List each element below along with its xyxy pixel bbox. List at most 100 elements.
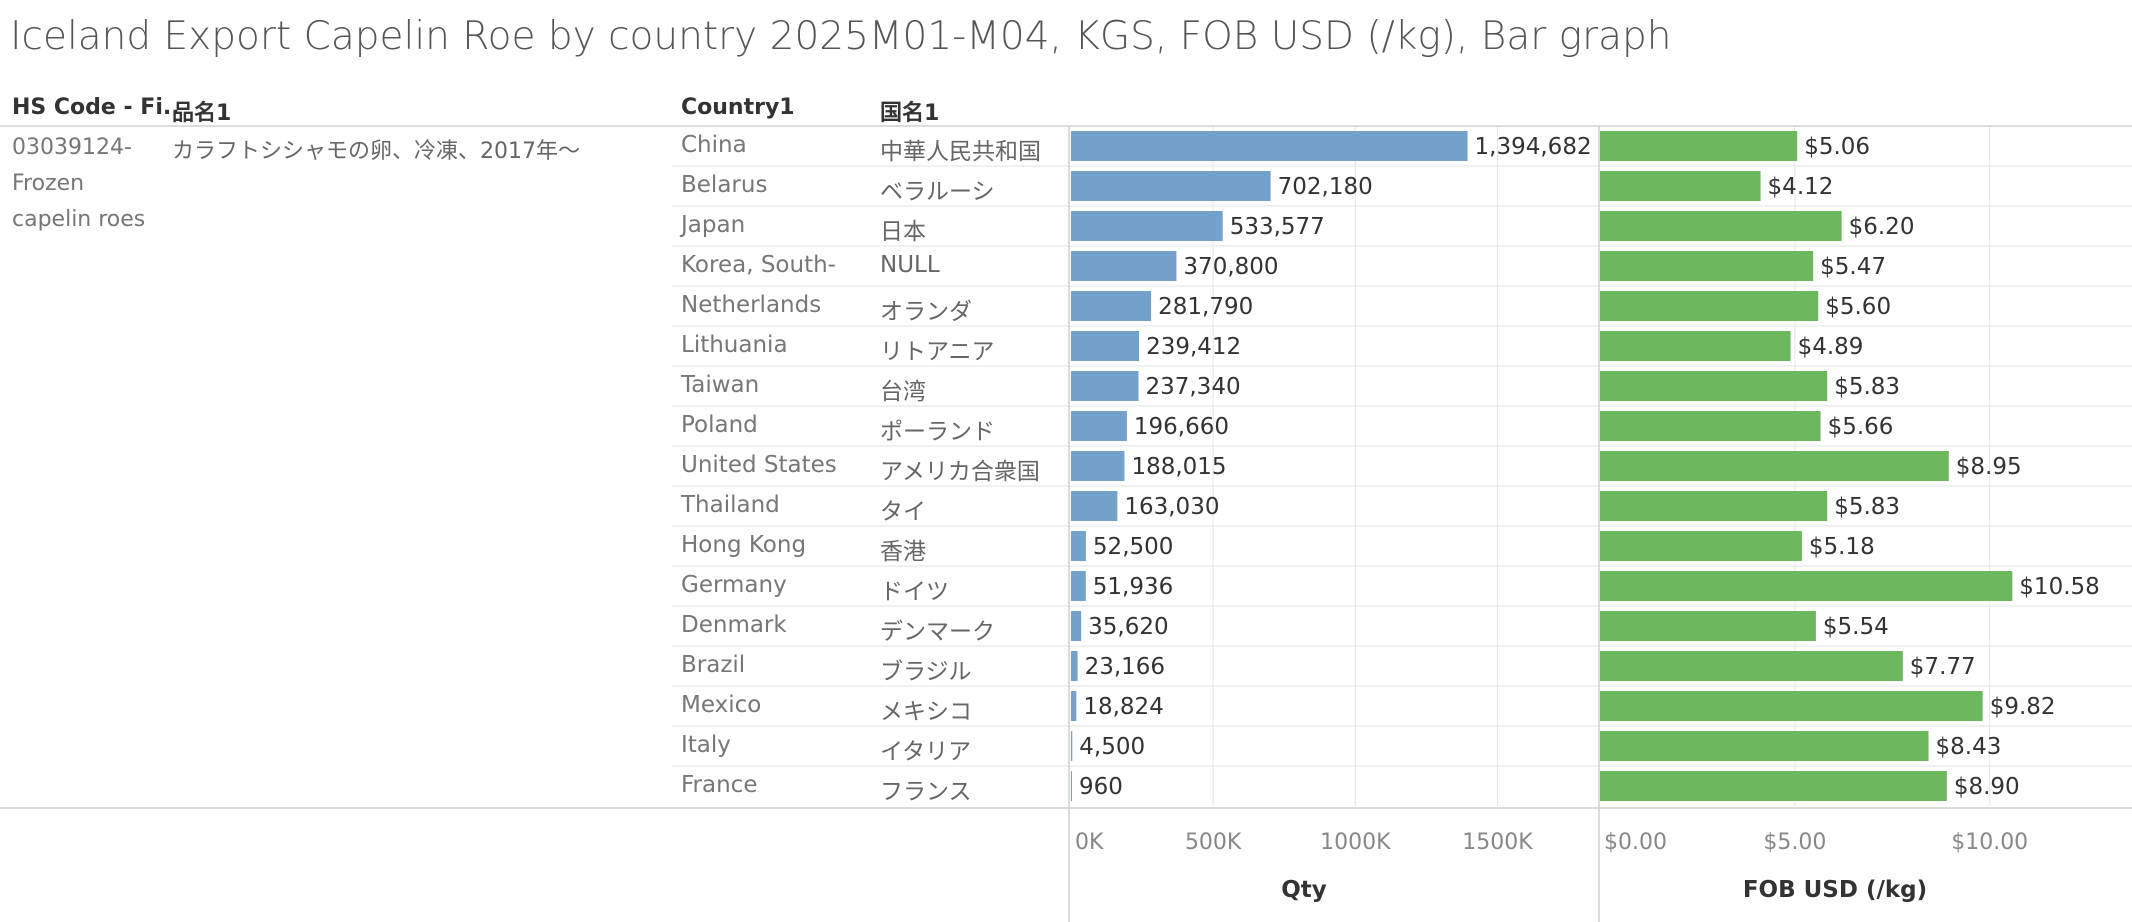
- country-label: United States: [681, 452, 837, 478]
- qty-value-label: 18,824: [1083, 694, 1163, 720]
- header-hs-code[interactable]: HS Code - Fi..: [12, 95, 180, 120]
- fob-value-label: $6.20: [1849, 214, 1915, 240]
- country-label: Belarus: [681, 172, 768, 198]
- qty-bar: [1071, 571, 1086, 601]
- fob-value-label: $5.54: [1823, 614, 1889, 640]
- tick-label: $10.00: [1951, 830, 2028, 855]
- tick-label: $5.00: [1763, 830, 1826, 855]
- country-label: Germany: [681, 572, 787, 598]
- tick-label: 1000K: [1320, 830, 1391, 855]
- qty-bar: [1071, 251, 1177, 281]
- qty-value-label: 35,620: [1088, 614, 1168, 640]
- country-jp-label: ベラルーシ: [880, 179, 995, 205]
- qty-value-label: 237,340: [1145, 374, 1240, 400]
- qty-value-label: 370,800: [1183, 254, 1278, 280]
- country-label: Korea, South-: [681, 252, 836, 278]
- country-label: Thailand: [681, 492, 780, 518]
- fob-value-label: $8.95: [1956, 454, 2022, 480]
- qty-bar: [1071, 411, 1127, 441]
- header-country-jp[interactable]: 国名1: [880, 101, 940, 126]
- fob-bar: [1600, 371, 1828, 401]
- fob-value-label: $5.47: [1820, 254, 1886, 280]
- country-jp-label: 台湾: [880, 379, 926, 405]
- fob-bar: [1600, 531, 1802, 561]
- country-label: Netherlands: [681, 292, 822, 318]
- tick-label: $0.00: [1604, 830, 1667, 855]
- qty-value-label: 239,412: [1146, 334, 1241, 360]
- qty-value-label: 196,660: [1134, 414, 1229, 440]
- qty-value-label: 23,166: [1085, 654, 1165, 680]
- qty-value-label: 51,936: [1093, 574, 1173, 600]
- country-jp-label: 香港: [880, 539, 926, 565]
- qty-bar: [1071, 731, 1073, 761]
- fob-bar: [1600, 651, 1903, 681]
- country-jp-label: アメリカ合衆国: [880, 459, 1040, 485]
- fob-value-label: $4.12: [1768, 174, 1834, 200]
- qty-value-label: 960: [1079, 774, 1123, 800]
- country-jp-label: オランダ: [880, 299, 972, 325]
- country-label: Japan: [681, 212, 746, 238]
- fob-value-label: $5.18: [1809, 534, 1875, 560]
- qty-bar: [1071, 291, 1152, 321]
- qty-bar: [1071, 331, 1140, 361]
- fob-bar: [1600, 491, 1828, 521]
- qty-bar: [1071, 491, 1118, 521]
- country-jp-label: ポーランド: [880, 419, 995, 445]
- fob-bar: [1600, 291, 1819, 321]
- qty-bar: [1071, 691, 1077, 721]
- header-item-name[interactable]: 品名1: [172, 101, 232, 126]
- qty-bar: [1071, 771, 1072, 801]
- fob-bar: [1600, 571, 2013, 601]
- country-jp-label: 中華人民共和国: [880, 139, 1041, 165]
- qty-bar: [1071, 171, 1271, 201]
- fob-bar: [1600, 211, 1842, 241]
- qty-bar: [1071, 531, 1086, 561]
- header-country[interactable]: Country1: [681, 95, 795, 120]
- country-label: China: [681, 132, 747, 158]
- qty-bar: [1071, 651, 1078, 681]
- fob-value-label: $5.06: [1804, 134, 1870, 160]
- country-jp-label: 日本: [880, 219, 926, 245]
- fob-bar: [1600, 171, 1761, 201]
- fob-bar: [1600, 411, 1821, 441]
- fob-value-label: $5.60: [1825, 294, 1891, 320]
- qty-bar: [1071, 371, 1139, 401]
- fob-value-label: $8.90: [1954, 774, 2020, 800]
- tick-label: 1500K: [1462, 830, 1533, 855]
- country-jp-label: フランス: [880, 779, 972, 805]
- qty-bar: [1071, 451, 1125, 481]
- fob-bar: [1600, 451, 1949, 481]
- qty-value-label: 533,577: [1230, 214, 1325, 240]
- qty-axis-title: Qty: [1281, 877, 1327, 903]
- fob-bar: [1600, 691, 1983, 721]
- country-jp-label: タイ: [880, 499, 926, 525]
- country-jp-label: NULL: [880, 252, 940, 278]
- tick-label: 500K: [1185, 830, 1242, 855]
- fob-value-label: $7.77: [1910, 654, 1976, 680]
- fob-value-label: $9.82: [1990, 694, 2056, 720]
- country-label: Mexico: [681, 692, 762, 718]
- country-jp-label: イタリア: [880, 739, 972, 765]
- country-label: Hong Kong: [681, 532, 807, 558]
- fob-value-label: $5.66: [1828, 414, 1894, 440]
- fob-bar: [1600, 331, 1791, 361]
- qty-value-label: 702,180: [1278, 174, 1373, 200]
- qty-bar: [1071, 211, 1223, 241]
- qty-value-label: 52,500: [1093, 534, 1173, 560]
- tick-label: 0K: [1075, 830, 1104, 855]
- country-jp-label: デンマーク: [880, 619, 995, 645]
- qty-value-label: 163,030: [1124, 494, 1219, 520]
- qty-value-label: 4,500: [1079, 734, 1145, 760]
- fob-value-label: $10.58: [2019, 574, 2099, 600]
- fob-bar: [1600, 731, 1929, 761]
- fob-value-label: $5.83: [1834, 494, 1900, 520]
- hs-code-line: capelin roes: [12, 207, 146, 232]
- fob-value-label: $5.83: [1834, 374, 1900, 400]
- qty-bar: [1071, 131, 1468, 161]
- qty-bar: [1071, 611, 1082, 641]
- country-label: Brazil: [681, 652, 746, 678]
- fob-value-label: $4.89: [1798, 334, 1864, 360]
- qty-value-label: 281,790: [1158, 294, 1253, 320]
- fob-bar: [1600, 251, 1814, 281]
